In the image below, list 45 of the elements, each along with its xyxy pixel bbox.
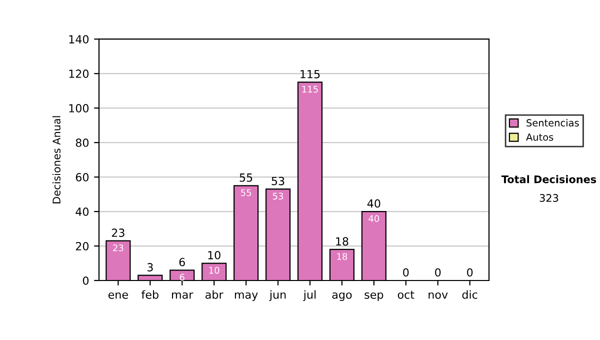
data-label: 40 <box>368 215 380 222</box>
data-label: 23 <box>113 244 124 252</box>
data-label: 18 <box>337 253 348 260</box>
y-tick-label: 0 <box>82 276 89 285</box>
data-label: 10 <box>209 266 220 274</box>
total-label: 10 <box>208 250 220 260</box>
total-label: 6 <box>179 258 185 266</box>
total-label: 0 <box>435 268 441 277</box>
x-tick-label: abr <box>206 290 224 299</box>
y-tick-label: 20 <box>76 242 89 250</box>
total-label: 18 <box>336 237 348 246</box>
x-tick-label: jun <box>269 290 286 301</box>
total-label: 3 <box>147 263 153 272</box>
total-label: 115 <box>300 70 320 78</box>
data-label: 55 <box>241 189 252 196</box>
x-tick-label: sep <box>364 292 384 301</box>
x-tick-label: may <box>234 292 258 301</box>
text: Total Decisiones <box>501 175 596 184</box>
data-label: 53 <box>272 192 284 200</box>
data-label: 6 <box>180 274 184 281</box>
total-label: 0 <box>403 268 409 277</box>
x-tick-label: jul <box>303 290 316 301</box>
x-tick-label: ago <box>332 292 352 301</box>
y-tick-label: 40 <box>76 208 89 216</box>
x-tick-label: dic <box>462 290 478 299</box>
x-tick-label: feb <box>142 290 158 299</box>
x-tick-label: mar <box>172 292 194 299</box>
y-tick-label: 140 <box>69 35 89 44</box>
y-tick-label: 100 <box>69 104 89 112</box>
y-tick-label: 120 <box>69 70 89 78</box>
text: 323 <box>540 194 558 202</box>
total-label: 23 <box>112 228 124 237</box>
y-axis-title: Decisiones Anual <box>52 116 60 204</box>
total-label: 0 <box>467 268 473 277</box>
total-label: 40 <box>367 199 380 208</box>
total-label: 55 <box>240 174 252 182</box>
total-label: 53 <box>272 176 284 186</box>
x-tick-label: nov <box>428 292 448 299</box>
y-tick-label: 60 <box>76 173 89 182</box>
x-tick-label: ene <box>108 292 128 299</box>
x-tick-label: oct <box>398 290 414 299</box>
data-label: 115 <box>302 86 318 93</box>
legend-label: Autos <box>526 134 554 141</box>
y-tick-label: 80 <box>76 138 89 147</box>
legend-label: Sentencias <box>526 118 579 127</box>
